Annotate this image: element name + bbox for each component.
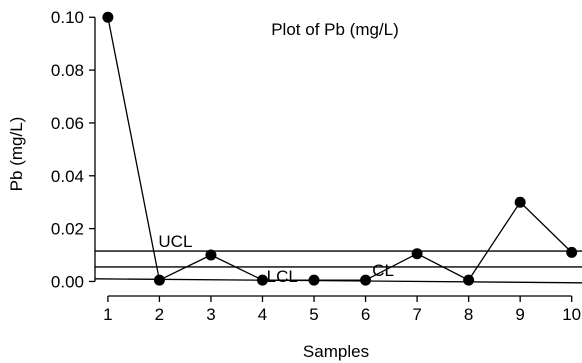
data-point [360,274,372,286]
lcl-line [94,278,582,284]
data-point [308,274,320,286]
x-tick-label: 3 [206,305,215,324]
data-point [463,274,475,286]
y-tick-label: 0.00 [51,272,84,291]
chart-title: Plot of Pb (mg/L) [271,20,399,39]
x-tick-label: 7 [412,305,421,324]
y-tick-label: 0.04 [51,167,84,186]
data-point [514,196,526,208]
data-point [566,246,578,258]
x-tick-label: 5 [309,305,318,324]
y-tick-label: 0.10 [51,8,84,27]
data-point [205,249,217,261]
x-axis-label: Samples [303,342,369,361]
x-tick-label: 6 [361,305,370,324]
data-series [102,11,578,286]
series-line [107,17,573,282]
data-point [256,274,268,286]
y-axis-label: Pb (mg/L) [7,117,26,192]
x-tick-label: 2 [155,305,164,324]
axes: 0.00 0.02 0.04 0.06 0.08 0.10 1 2 3 4 5 6 7 8 9 10 [51,8,581,324]
data-point [411,248,423,260]
ucl-label: UCL [158,232,192,251]
x-tick-label: 9 [515,305,524,324]
data-point [153,274,165,286]
y-tick-label: 0.08 [51,61,84,80]
x-tick-label: 4 [258,305,267,324]
y-tick-label: 0.02 [51,220,84,239]
lcl-label: LCL [267,267,298,286]
x-tick-label: 10 [562,305,581,324]
data-point [102,11,114,23]
x-tick-label: 8 [464,305,473,324]
y-tick-label: 0.06 [51,114,84,133]
x-tick-label: 1 [103,305,112,324]
